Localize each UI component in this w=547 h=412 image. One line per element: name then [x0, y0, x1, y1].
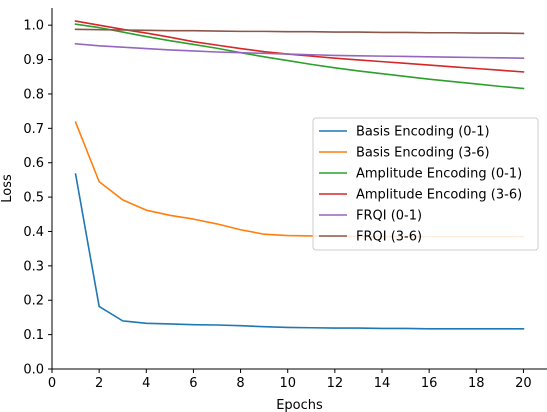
x-tick-label: 0: [48, 376, 56, 391]
series-line-6: [74, 28, 525, 35]
legend-label: Amplitude Encoding (0-1): [356, 167, 522, 182]
series-line-5: [74, 42, 525, 60]
y-axis-label: Loss: [0, 174, 15, 203]
y-tick-label: 0.5: [23, 191, 44, 206]
series-line-3: [74, 23, 525, 90]
legend-entry: FRQI (0-1): [319, 209, 422, 224]
y-axis-ticks: 0.0 0.1 0.2 0.3 0.4 0.5 0.6 0.7 0.8 0.9 1.0: [23, 19, 52, 378]
y-tick-label: 0.6: [23, 156, 44, 171]
series-line-4: [74, 20, 525, 73]
legend-entries: Basis Encoding (0-1) Basis Encoding (3-6)…: [319, 125, 522, 245]
x-tick-label: 10: [279, 376, 296, 391]
x-tick-label: 20: [515, 376, 532, 391]
y-tick-label: 0.1: [23, 328, 44, 343]
x-tick-label: 6: [189, 376, 197, 391]
legend-label: FRQI (3-6): [356, 230, 422, 245]
y-tick-label: 0.3: [23, 259, 44, 274]
x-tick-label: 12: [327, 376, 344, 391]
series-layer: [74, 20, 525, 330]
x-tick-label: 8: [236, 376, 244, 391]
legend-label: Amplitude Encoding (3-6): [356, 188, 522, 203]
y-tick-label: 0.7: [23, 122, 44, 137]
x-tick-label: 18: [468, 376, 485, 391]
legend-entry: Amplitude Encoding (3-6): [319, 188, 522, 203]
y-tick-label: 0.9: [23, 53, 44, 68]
series-line-1: [74, 173, 525, 330]
legend-box: [312, 117, 539, 251]
x-axis-ticks: 0 2 4 6 8 10 12 14 16 18 20: [48, 369, 532, 391]
legend-entry: Basis Encoding (3-6): [319, 146, 490, 161]
x-axis-label: Epochs: [276, 398, 323, 412]
legend-label: FRQI (0-1): [356, 209, 422, 224]
x-tick-label: 4: [142, 376, 150, 391]
legend-entry: Amplitude Encoding (0-1): [319, 167, 522, 182]
y-tick-label: 1.0: [23, 19, 44, 34]
axes-layer: [51, 8, 547, 370]
y-tick-label: 0.8: [23, 87, 44, 102]
legend-label: Basis Encoding (0-1): [356, 125, 490, 140]
y-tick-label: 0.0: [23, 363, 44, 378]
legend-entry: Basis Encoding (0-1): [319, 125, 490, 140]
legend-label: Basis Encoding (3-6): [356, 146, 490, 161]
x-tick-label: 14: [374, 376, 391, 391]
x-tick-label: 2: [95, 376, 103, 391]
y-tick-label: 0.2: [23, 294, 44, 309]
legend: Basis Encoding (0-1) Basis Encoding (3-6)…: [312, 117, 539, 251]
x-tick-label: 16: [421, 376, 438, 391]
y-tick-label: 0.4: [23, 225, 44, 240]
legend-entry: FRQI (3-6): [319, 230, 422, 245]
